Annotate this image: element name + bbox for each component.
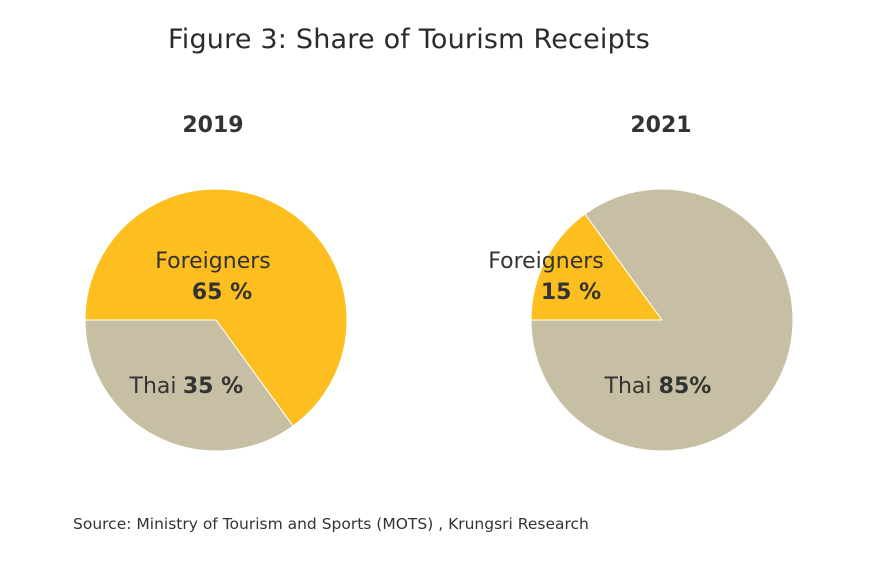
slice-category-label: Foreigners <box>155 249 271 274</box>
slice-value-label: 65 % <box>192 280 252 305</box>
pie-slice-thai <box>530 188 794 452</box>
pie-chart-2021: Foreigners 15 % Thai 85% <box>488 188 794 452</box>
pie-2019-title: 2019 <box>182 113 244 138</box>
slice-category-label: Thai <box>604 374 652 399</box>
pie-slice-foreigners <box>84 188 348 427</box>
source-note: Source: Ministry of Tourism and Sports (… <box>73 515 589 533</box>
pie-chart-2019: Foreigners 65 % Thai 35 % <box>84 188 348 452</box>
slice-value-label: 15 % <box>541 280 601 305</box>
pie-2021-title: 2021 <box>630 113 692 138</box>
pie-slice-thai <box>84 319 294 452</box>
chart-title: Figure 3: Share of Tourism Receipts <box>168 24 650 55</box>
slice-value-label: 85% <box>659 374 712 399</box>
slice-category-label: Foreigners <box>488 249 604 274</box>
slice-category-label: Thai <box>129 374 177 399</box>
slice-value-label: 35 % <box>183 374 243 399</box>
pie-slice-foreigners <box>530 213 663 321</box>
